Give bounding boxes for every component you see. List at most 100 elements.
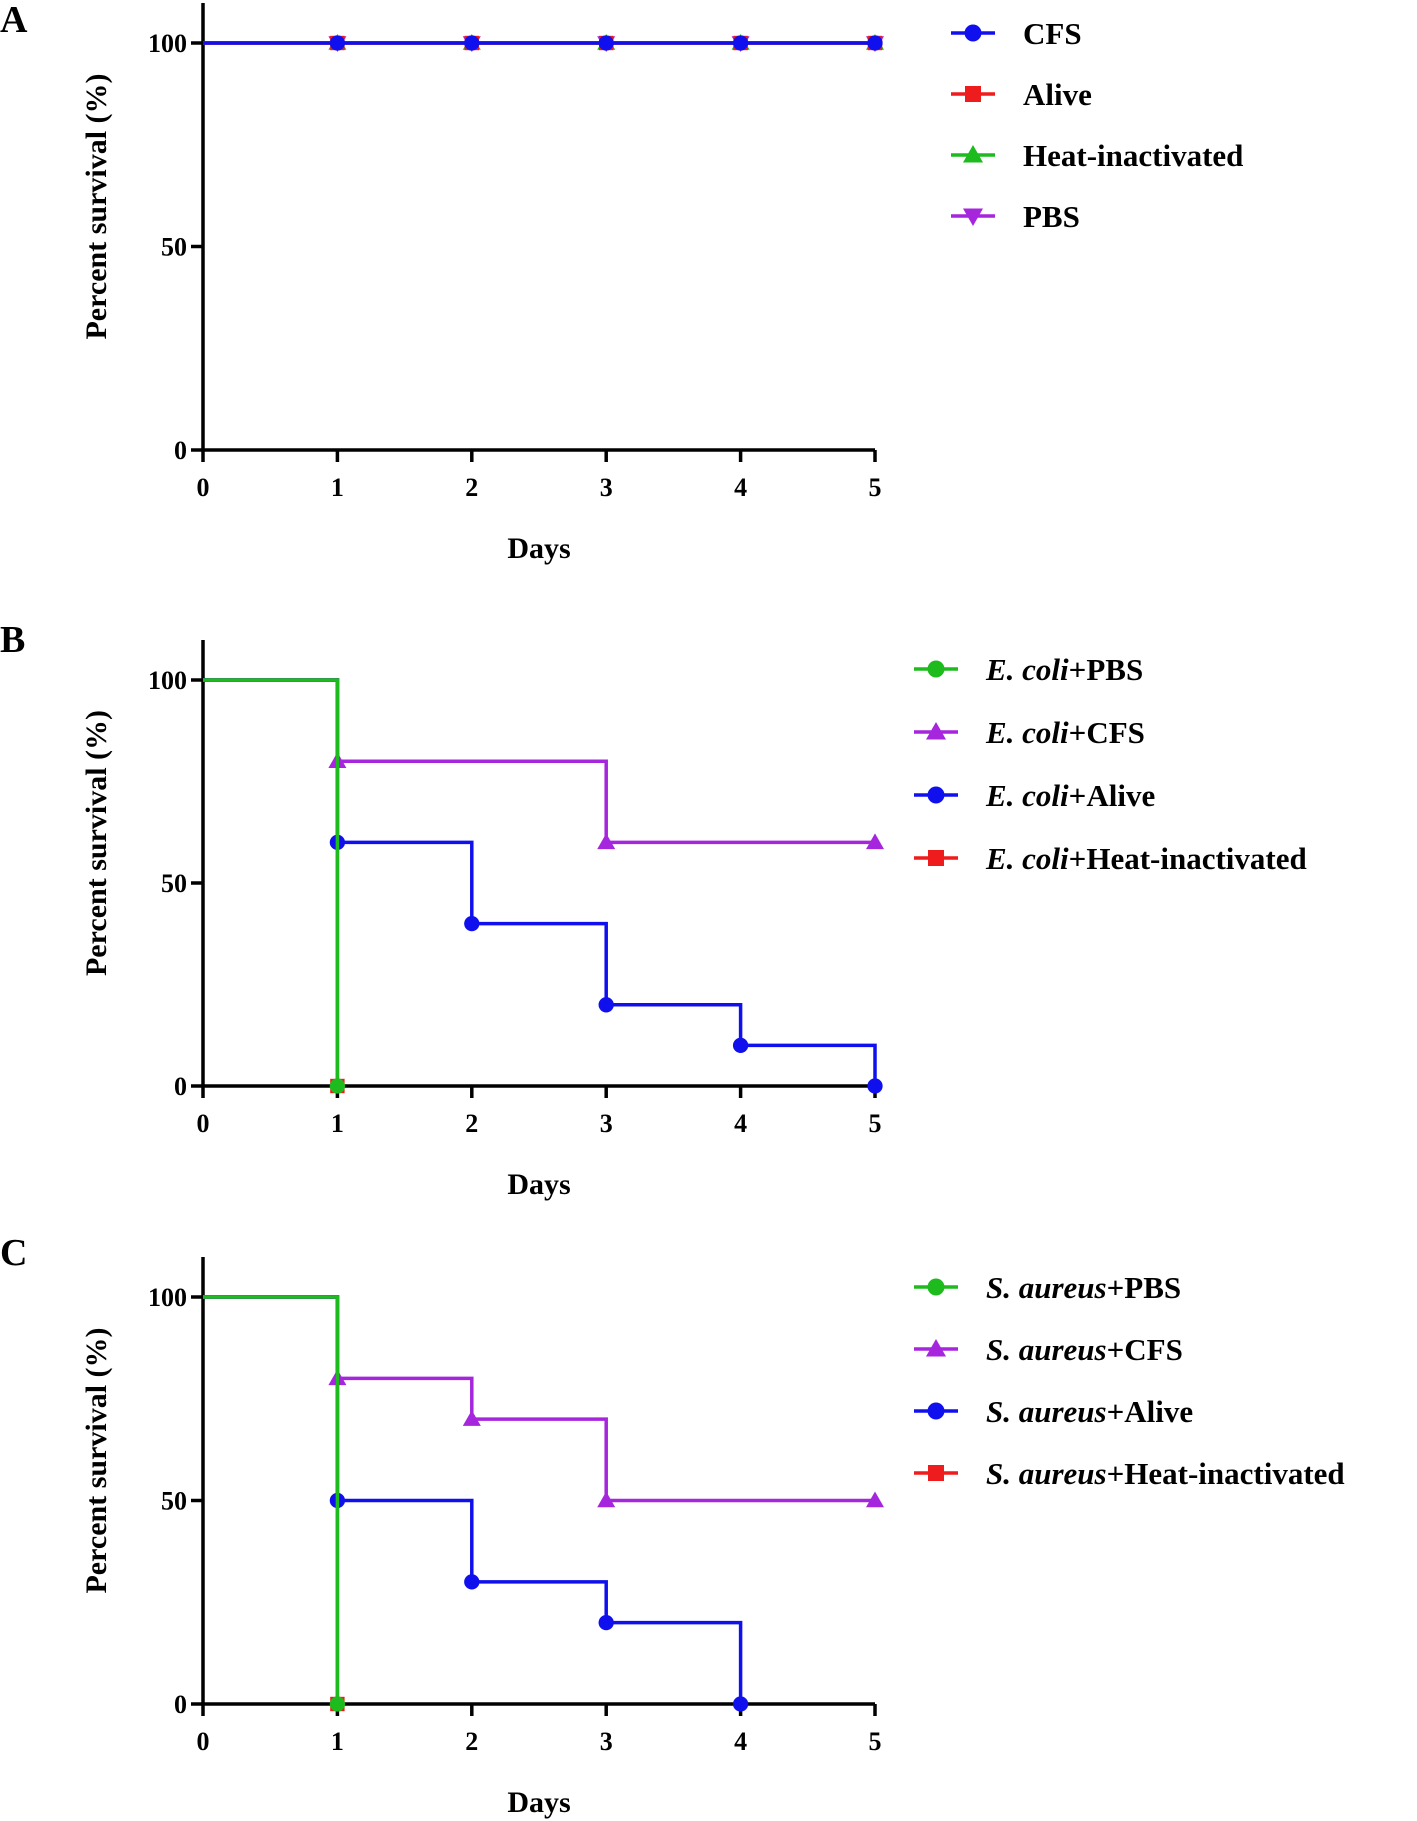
- legend-label: S. aureus+CFS: [986, 1332, 1183, 1367]
- series-s-aureus-cfs: [203, 1295, 884, 1508]
- legend-item: S. aureus+Heat-inactivated: [914, 1456, 1345, 1491]
- y-tick-label: 0: [174, 1072, 187, 1101]
- legend-label: E. coli+PBS: [985, 652, 1143, 687]
- legend-label-organism: S. aureus: [986, 1332, 1107, 1367]
- series-s-aureus-alive: [203, 1295, 749, 1712]
- legend-label-treatment: CFS: [1023, 16, 1082, 51]
- legend: CFS Alive Heat-inactivated PBS: [951, 16, 1243, 234]
- legend-label-treatment: +CFS: [1069, 715, 1145, 750]
- legend-label: S. aureus+Heat-inactivated: [986, 1456, 1345, 1491]
- series-line: [203, 678, 340, 1086]
- x-tick-label: 5: [869, 1109, 882, 1138]
- legend-swatch-marker: [964, 24, 982, 42]
- data-point-marker: [464, 1574, 480, 1590]
- y-tick-label: 50: [161, 233, 187, 262]
- legend-label: CFS: [1023, 16, 1082, 51]
- x-axis-title: Days: [507, 1786, 570, 1819]
- x-tick-label: 0: [197, 1727, 210, 1756]
- y-axis-title: Percent survival (%): [80, 710, 113, 976]
- x-tick-label: 2: [465, 1109, 478, 1138]
- x-tick-label: 3: [600, 1109, 613, 1138]
- legend-item: PBS: [951, 199, 1080, 234]
- series-line: [203, 678, 340, 1086]
- series-line: [203, 1295, 875, 1503]
- x-tick-label: 0: [197, 473, 210, 502]
- legend-swatch-marker: [927, 1402, 945, 1420]
- x-tick-label: 4: [734, 1727, 747, 1756]
- y-tick-label: 100: [148, 29, 187, 58]
- legend-label-organism: E. coli: [985, 841, 1069, 876]
- series-s-aureus-heat-inactivated: [203, 1295, 345, 1712]
- legend-label-treatment: +Alive: [1107, 1394, 1194, 1429]
- legend-swatch-marker: [927, 1278, 945, 1296]
- legend-label-treatment: +PBS: [1107, 1270, 1182, 1305]
- y-tick-label: 50: [161, 1487, 187, 1516]
- data-point-marker: [597, 833, 616, 850]
- legend-label-organism: E. coli: [985, 778, 1069, 813]
- series-e-coli-pbs: [203, 678, 346, 1094]
- legend-label-treatment: +Alive: [1069, 778, 1156, 813]
- x-tick-label: 5: [869, 1727, 882, 1756]
- legend-label-organism: S. aureus: [986, 1456, 1107, 1491]
- legend-label-treatment: +Heat-inactivated: [1069, 841, 1307, 876]
- data-point-marker: [598, 1614, 614, 1631]
- panel-letter: B: [0, 619, 25, 661]
- legend-item: E. coli+PBS: [914, 652, 1143, 687]
- legend-item: S. aureus+PBS: [914, 1270, 1181, 1305]
- data-point-marker: [464, 915, 480, 932]
- series-line: [203, 1295, 340, 1704]
- data-point-marker: [597, 1491, 616, 1508]
- x-tick-label: 1: [331, 1109, 344, 1138]
- legend-label: PBS: [1023, 199, 1080, 234]
- series-cfs: [203, 35, 883, 51]
- legend-label-treatment: Heat-inactivated: [1023, 138, 1243, 173]
- legend-label-treatment: +CFS: [1107, 1332, 1183, 1367]
- legend-swatch-marker: [963, 145, 983, 163]
- x-tick-label: 3: [600, 1727, 613, 1756]
- legend-label: E. coli+CFS: [985, 715, 1145, 750]
- x-tick-label: 1: [331, 1727, 344, 1756]
- legend-label-organism: S. aureus: [986, 1394, 1107, 1429]
- series-line: [203, 678, 875, 845]
- x-axis-title: Days: [507, 532, 570, 565]
- legend-label: Alive: [1023, 77, 1092, 112]
- data-point-marker: [598, 35, 614, 51]
- legend-swatch-marker: [928, 850, 944, 866]
- legend-item: S. aureus+CFS: [914, 1332, 1183, 1367]
- data-point-marker: [464, 35, 480, 51]
- legend-item: Alive: [951, 77, 1092, 112]
- series-e-coli-heat-inactivated: [203, 678, 345, 1094]
- legend-item: E. coli+Heat-inactivated: [914, 841, 1307, 876]
- legend-label-treatment: Alive: [1023, 77, 1092, 112]
- y-tick-label: 0: [174, 436, 187, 465]
- legend-label-organism: E. coli: [985, 652, 1069, 687]
- legend-item: E. coli+Alive: [914, 778, 1155, 813]
- legend-label-organism: E. coli: [985, 715, 1069, 750]
- legend-label-treatment: PBS: [1023, 199, 1080, 234]
- legend-label: Heat-inactivated: [1023, 138, 1243, 173]
- panel-letter: A: [0, 0, 28, 41]
- y-axis-title: Percent survival (%): [80, 73, 113, 339]
- legend-label-treatment: +Heat-inactivated: [1107, 1456, 1345, 1491]
- legend-swatch-marker: [927, 786, 945, 804]
- data-point-marker: [867, 1078, 883, 1094]
- legend-swatch-marker: [928, 1465, 944, 1481]
- legend-swatch-marker: [926, 1339, 946, 1357]
- legend-swatch-marker: [963, 208, 983, 226]
- legend-item: S. aureus+Alive: [914, 1394, 1193, 1429]
- legend-swatch-marker: [927, 660, 945, 678]
- y-tick-label: 100: [148, 666, 187, 695]
- series-e-coli-alive: [203, 678, 883, 1094]
- legend-label-treatment: +PBS: [1069, 652, 1144, 687]
- x-tick-label: 4: [734, 1109, 747, 1138]
- series-s-aureus-pbs: [203, 1295, 346, 1712]
- data-point-marker: [598, 997, 614, 1013]
- x-tick-label: 3: [600, 473, 613, 502]
- legend-item: CFS: [951, 16, 1082, 51]
